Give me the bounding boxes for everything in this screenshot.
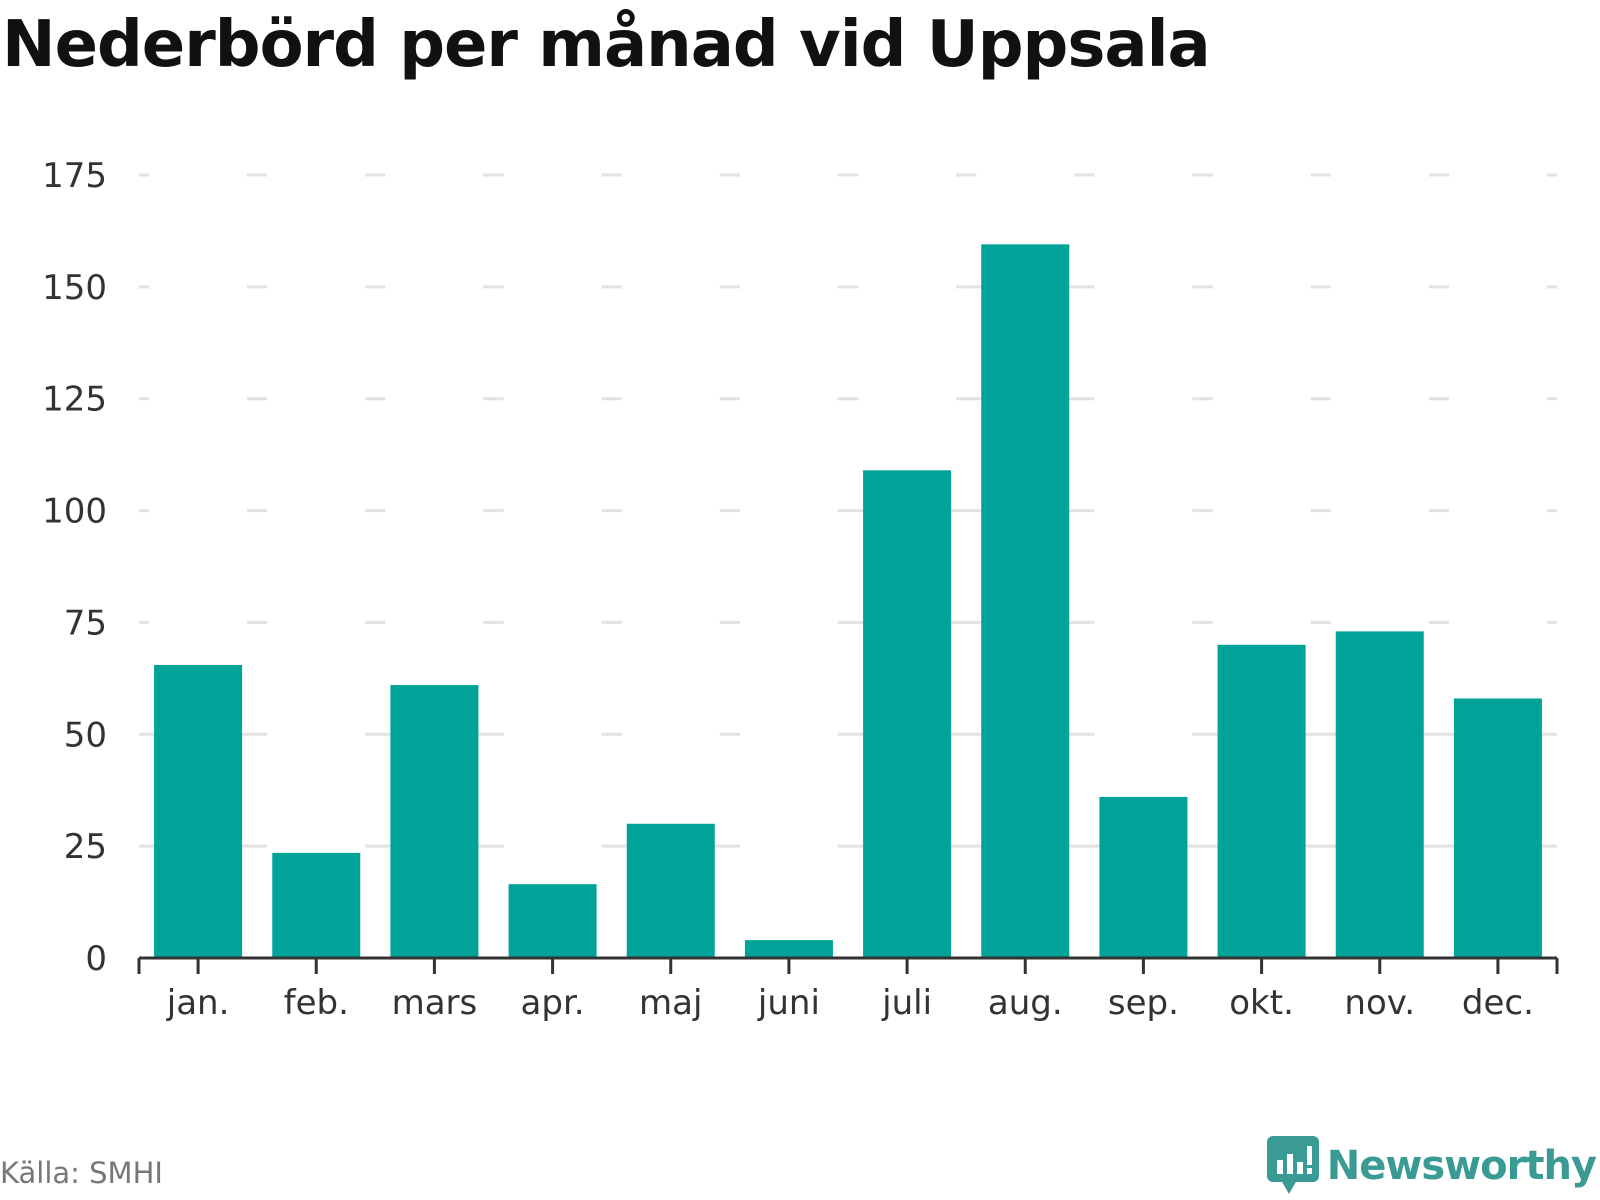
y-axis-tick-labels: 0 25 50 75 100 125 150 175 bbox=[42, 156, 107, 979]
x-tick-label: juli bbox=[881, 983, 932, 1023]
x-axis-tick-labels: jan. feb. mars apr. maj juni juli aug. sep. okt. n… bbox=[166, 983, 1534, 1023]
bar bbox=[154, 664, 243, 958]
bar bbox=[744, 940, 833, 958]
bar bbox=[863, 470, 952, 958]
bar-gap bbox=[1094, 171, 1193, 797]
bar bbox=[390, 685, 479, 958]
x-tick-label: nov. bbox=[1344, 983, 1415, 1023]
y-tick-label: 100 bbox=[42, 492, 107, 532]
bar-gap bbox=[621, 171, 720, 824]
bar-gap bbox=[149, 171, 248, 665]
x-tick-label: okt. bbox=[1229, 983, 1294, 1023]
bar bbox=[508, 884, 597, 958]
brand-name: Newsworthy bbox=[1326, 1143, 1597, 1189]
y-tick-label: 125 bbox=[42, 380, 107, 420]
y-tick-label: 50 bbox=[64, 715, 107, 755]
bar bbox=[1453, 698, 1542, 958]
y-tick-label: 25 bbox=[64, 827, 107, 867]
bar-gap bbox=[267, 171, 366, 853]
x-axis bbox=[137, 956, 1559, 974]
bar-gap bbox=[385, 171, 484, 686]
x-tick-label: mars bbox=[392, 983, 478, 1023]
y-tick-label: 150 bbox=[42, 268, 107, 308]
bar bbox=[1217, 644, 1306, 958]
x-tick-label: feb. bbox=[284, 983, 349, 1023]
y-tick-label: 0 bbox=[85, 939, 107, 979]
bar bbox=[1335, 631, 1424, 958]
chart-title: Nederbörd per månad vid Uppsala bbox=[2, 8, 1211, 82]
brand: Newsworthy bbox=[1266, 1136, 1597, 1196]
bar-gap bbox=[503, 171, 602, 885]
bar-gap bbox=[976, 171, 1075, 245]
bar-gap bbox=[739, 171, 838, 941]
x-tick-label: juni bbox=[757, 983, 820, 1023]
bar bbox=[981, 244, 1070, 958]
gridlines bbox=[139, 173, 1557, 848]
bar-gap bbox=[1448, 171, 1547, 699]
bar bbox=[1099, 796, 1188, 958]
y-tick-label: 75 bbox=[64, 603, 107, 643]
x-tick-label: maj bbox=[639, 983, 702, 1023]
y-tick-label: 175 bbox=[42, 156, 107, 196]
bars bbox=[149, 171, 1547, 958]
x-tick-label: dec. bbox=[1462, 983, 1534, 1023]
bar bbox=[272, 852, 361, 958]
x-tick-label: apr. bbox=[521, 983, 585, 1023]
x-tick-label: jan. bbox=[166, 983, 230, 1023]
x-tick-label: aug. bbox=[988, 983, 1063, 1023]
bar-gap bbox=[1330, 171, 1429, 632]
bar bbox=[626, 823, 715, 958]
bar-gap bbox=[1212, 171, 1311, 645]
bar-gap bbox=[858, 171, 957, 471]
source-note: Källa: SMHI bbox=[0, 1156, 163, 1190]
newsworthy-logo-icon bbox=[1266, 1136, 1319, 1194]
x-tick-label: sep. bbox=[1108, 983, 1179, 1023]
